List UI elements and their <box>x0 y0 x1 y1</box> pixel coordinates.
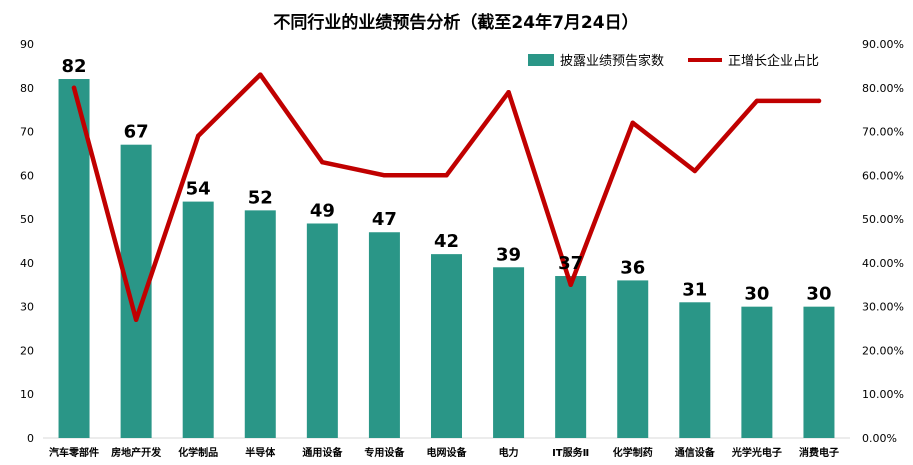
bar <box>741 306 773 438</box>
bar <box>493 267 525 438</box>
y-right-tick-label: 20.00% <box>862 344 904 357</box>
line-point <box>568 282 573 287</box>
data-label: 47 <box>372 209 397 230</box>
line-point <box>506 89 511 95</box>
x-tick-label: 化学制药 <box>613 446 653 459</box>
bar <box>182 201 214 438</box>
data-label: 31 <box>682 279 707 300</box>
data-label: 36 <box>620 257 645 278</box>
data-label: 82 <box>62 56 87 77</box>
line-point <box>692 168 698 174</box>
line-point <box>320 160 325 165</box>
data-label: 52 <box>248 187 273 208</box>
bar <box>803 306 835 438</box>
y-right-tick-label: 60.00% <box>862 169 904 182</box>
data-label: 30 <box>806 284 831 305</box>
legend-label-bar: 披露业绩预告家数 <box>560 53 664 69</box>
legend-label-line: 正增长企业占比 <box>728 53 819 69</box>
line-point <box>133 317 139 322</box>
data-label: 39 <box>496 244 521 265</box>
y-right-tick-label: 90.00% <box>862 38 904 51</box>
y-right-tick-label: 40.00% <box>862 257 904 270</box>
bar <box>58 79 90 439</box>
data-label: 67 <box>124 122 149 143</box>
line-point <box>195 133 201 139</box>
x-tick-label: 化学制品 <box>178 446 218 459</box>
x-tick-label: 通用设备 <box>302 446 343 459</box>
y-right-tick-label: 0.00% <box>862 432 897 445</box>
x-tick-label: 房地产开发 <box>111 446 162 459</box>
bar <box>306 223 338 438</box>
bar-series <box>58 79 835 439</box>
line-series <box>71 72 822 323</box>
y-left-tick-label: 60 <box>20 169 34 182</box>
y-left-tick-label: 30 <box>20 301 34 314</box>
x-tick-label: 通信设备 <box>675 446 716 459</box>
y-right-tick-label: 70.00% <box>862 126 904 139</box>
line-point <box>754 98 760 104</box>
y-left-tick-label: 90 <box>20 38 34 51</box>
line-point <box>382 173 387 178</box>
y-left-tick-label: 20 <box>20 344 34 357</box>
y-right-tick-label: 30.00% <box>862 301 904 314</box>
y-left-tick-label: 40 <box>20 257 34 270</box>
x-tick-label: 电网设备 <box>427 446 468 459</box>
legend: 披露业绩预告家数 正增长企业占比 <box>528 53 819 69</box>
line-point <box>816 98 822 104</box>
chart-title: 不同行业的业绩预告分析（截至24年7月24日） <box>273 12 638 33</box>
y-right-tick-label: 10.00% <box>862 388 904 401</box>
data-label: 37 <box>558 253 583 274</box>
y-left-tick-label: 0 <box>27 432 34 445</box>
y-right-tick-label: 80.00% <box>862 82 904 95</box>
data-label: 30 <box>744 284 769 305</box>
x-tick-label: 专用设备 <box>364 446 405 459</box>
x-tick-label: 半导体 <box>245 446 276 459</box>
bar <box>368 232 400 438</box>
data-labels: 82 67 54 52 49 47 42 39 37 36 31 30 30 <box>62 56 832 305</box>
y-right-tick-label: 50.00% <box>862 213 904 226</box>
axes: 0 10 20 30 40 50 60 70 80 90 0.00% 10.00% 20.00% 30.0… <box>20 38 904 459</box>
bar <box>431 254 462 438</box>
x-tick-label: 汽车零部件 <box>49 446 99 459</box>
bar <box>679 302 711 438</box>
y-left-tick-label: 10 <box>20 388 34 401</box>
line-point <box>444 173 449 178</box>
line-point <box>71 85 77 90</box>
bar <box>617 280 649 438</box>
bar <box>555 276 587 438</box>
y-left-tick-label: 80 <box>20 82 34 95</box>
data-label: 42 <box>434 231 459 252</box>
line-point <box>630 120 635 126</box>
bar <box>244 210 276 438</box>
y-left-tick-label: 70 <box>20 126 34 139</box>
line-point <box>258 72 263 77</box>
data-label: 54 <box>186 179 211 200</box>
x-tick-label: 消费电子 <box>799 446 839 459</box>
x-tick-label: 光学光电子 <box>731 446 782 459</box>
legend-swatch-bar <box>528 54 554 66</box>
y-left-tick-label: 50 <box>20 213 34 226</box>
x-tick-label: 电力 <box>499 446 519 459</box>
data-label: 49 <box>310 200 335 221</box>
x-tick-label: IT服务Ⅱ <box>552 446 589 459</box>
